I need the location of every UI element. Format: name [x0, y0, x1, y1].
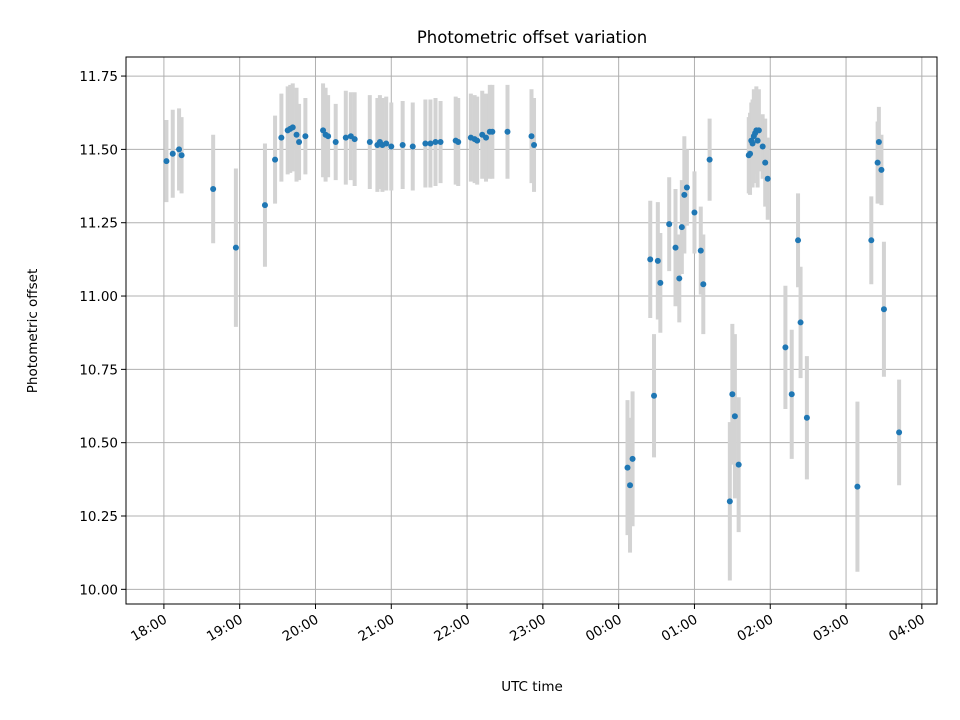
data-point	[726, 498, 733, 505]
data-point	[747, 150, 754, 157]
data-point	[797, 319, 804, 326]
data-point	[163, 158, 170, 165]
data-point	[697, 247, 704, 254]
data-point	[762, 159, 769, 166]
data-point	[782, 344, 789, 351]
data-point	[293, 131, 300, 138]
data-point	[731, 413, 738, 420]
data-point	[624, 464, 631, 471]
y-tick-label: 10.75	[79, 362, 118, 378]
data-point	[489, 128, 496, 135]
data-point	[676, 275, 683, 282]
data-point	[332, 139, 339, 146]
data-point	[759, 143, 766, 150]
data-point	[729, 391, 736, 398]
data-point	[878, 166, 885, 173]
x-axis-label: UTC time	[501, 679, 563, 695]
data-point	[803, 414, 810, 421]
data-point	[399, 141, 406, 148]
y-tick-label: 11.75	[79, 69, 118, 85]
data-point	[504, 128, 511, 135]
data-point	[320, 127, 327, 134]
y-tick-label: 10.00	[79, 582, 118, 598]
data-point	[388, 143, 395, 150]
data-point	[678, 224, 685, 231]
data-point	[627, 482, 634, 489]
y-tick-label: 10.50	[79, 436, 118, 452]
data-point	[875, 139, 882, 146]
y-tick-label: 11.50	[79, 142, 118, 158]
data-point	[422, 140, 429, 147]
data-point	[788, 391, 795, 398]
data-point	[874, 159, 881, 166]
y-tick-label: 10.25	[79, 509, 118, 525]
data-point	[531, 141, 538, 148]
data-point	[169, 150, 176, 157]
data-point	[261, 202, 268, 209]
data-point	[272, 156, 279, 163]
data-point	[629, 455, 636, 462]
data-point	[868, 237, 875, 244]
data-point	[455, 139, 462, 146]
data-point	[795, 237, 802, 244]
data-point	[483, 134, 490, 141]
axes-frame	[125, 56, 938, 605]
data-point	[302, 133, 309, 140]
data-point	[651, 392, 658, 399]
data-point	[351, 136, 358, 143]
y-axis-ticks: 10.00 10.25 10.50 10.75 11.00 11.25 11.50 11.75	[79, 69, 126, 598]
data-point	[691, 209, 698, 216]
data-point	[647, 256, 654, 263]
data-point	[432, 139, 439, 146]
data-point	[754, 137, 761, 144]
data-point	[700, 281, 707, 288]
data-points	[163, 124, 903, 505]
y-tick-label: 11.25	[79, 216, 118, 232]
data-point	[854, 483, 861, 490]
data-point	[409, 143, 416, 150]
chart-title: Photometric offset variation	[417, 28, 647, 47]
data-point	[657, 279, 664, 286]
data-point	[681, 191, 688, 198]
y-tick-label: 11.00	[79, 289, 118, 305]
y-axis-label: Photometric offset	[25, 269, 41, 393]
data-point	[880, 306, 887, 313]
data-point	[325, 133, 332, 140]
data-point	[437, 139, 444, 146]
data-point	[764, 175, 771, 182]
data-point	[528, 133, 535, 140]
data-point	[176, 146, 183, 153]
data-point	[749, 140, 756, 147]
data-point	[666, 221, 673, 228]
data-point	[672, 244, 679, 251]
data-point	[383, 140, 390, 147]
data-point	[683, 184, 690, 191]
data-point	[706, 156, 713, 163]
data-point	[342, 134, 349, 141]
data-point	[278, 134, 285, 141]
data-point	[755, 127, 762, 134]
data-point	[232, 244, 239, 251]
data-point	[296, 139, 303, 146]
data-point	[178, 152, 185, 159]
data-point	[427, 140, 434, 147]
data-point	[289, 124, 296, 131]
data-point	[210, 185, 217, 192]
data-point	[735, 461, 742, 468]
data-point	[896, 429, 903, 436]
data-point	[474, 137, 481, 144]
data-point	[366, 139, 373, 146]
data-point	[654, 257, 661, 264]
